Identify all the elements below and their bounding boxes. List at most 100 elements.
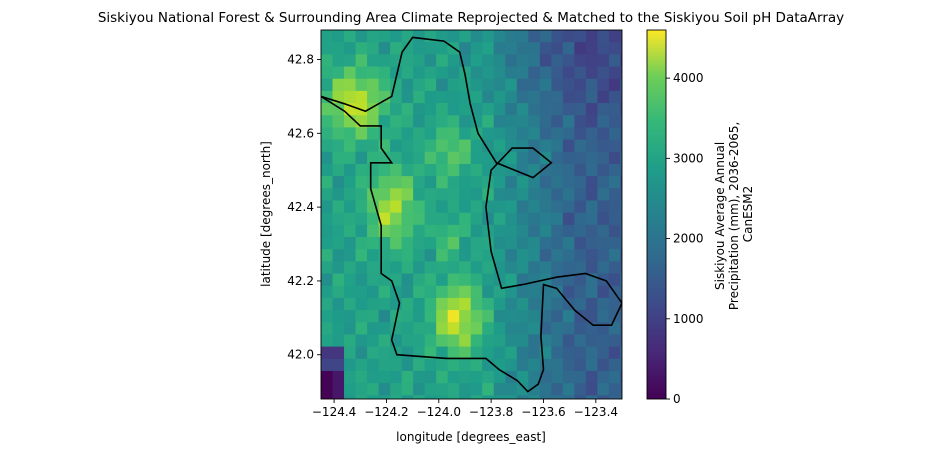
heatmap-cell-r23-c16 [505,310,517,323]
heatmap-cell-r5-c16 [505,91,517,104]
heatmap-cell-r11-c0 [321,164,333,177]
heatmap-cell-r14-c0 [321,200,333,213]
x-tick-label: −124.0 [417,405,461,419]
heatmap-cell-r24-c3 [356,322,368,335]
heatmap-cell-r3-c1 [333,67,345,80]
heatmap-cell-r17-c13 [471,237,483,250]
heatmap-cell-r11-c21 [563,164,575,177]
heatmap-cell-r14-c25 [609,200,621,213]
heatmap-cell-r8-c15 [494,127,506,140]
heatmap-cell-r21-c23 [586,286,598,299]
heatmap-cell-r3-c9 [425,67,437,80]
heatmap-cell-r15-c7 [402,213,414,226]
heatmap-cell-r12-c9 [425,176,437,189]
heatmap-cell-r12-c12 [459,176,471,189]
heatmap-cell-r24-c13 [471,322,483,335]
heatmap-cell-r19-c6 [390,261,402,274]
heatmap-cell-r29-c23 [586,383,598,396]
heatmap-cell-r4-c13 [471,79,483,92]
heatmap-cell-r28-c23 [586,371,598,384]
heatmap-cell-r12-c16 [505,176,517,189]
heatmap-cell-r2-c19 [540,54,552,67]
heatmap-cell-r1-c25 [609,42,621,55]
heatmap-cell-r8-c25 [609,127,621,140]
heatmap-cell-r5-c25 [609,91,621,104]
heatmap-cell-r15-c6 [390,213,402,226]
heatmap-cell-r26-c7 [402,347,414,360]
heatmap-cell-r25-c13 [471,334,483,347]
heatmap-cell-r24-c8 [413,322,425,335]
heatmap-cell-r14-c9 [425,200,437,213]
heatmap-cell-r14-c12 [459,200,471,213]
heatmap-cell-r22-c2 [344,298,356,311]
heatmap-cell-r4-c8 [413,79,425,92]
heatmap-cell-r21-c4 [367,286,379,299]
heatmap-cell-r28-c11 [448,371,460,384]
heatmap-cell-r21-c14 [482,286,494,299]
y-tick-label: 42.8 [287,53,314,67]
heatmap-cell-r12-c1 [333,176,345,189]
heatmap-cell-r2-c15 [494,54,506,67]
heatmap-cell-r8-c16 [505,127,517,140]
heatmap-cell-r19-c9 [425,261,437,274]
heatmap-cell-r27-c17 [517,359,529,372]
heatmap-cell-r18-c17 [517,249,529,262]
heatmap-cell-r29-c20 [551,383,563,396]
heatmap-cell-r26-c22 [574,347,586,360]
heatmap-cell-r5-c7 [402,91,414,104]
heatmap-cell-r17-c4 [367,237,379,250]
heatmap-cell-r13-c20 [551,188,563,201]
heatmap-cell-r23-c10 [436,310,448,323]
heatmap-cell-r21-c13 [471,286,483,299]
heatmap-cell-r3-c14 [482,67,494,80]
heatmap-cell-r10-c18 [528,152,540,165]
heatmap-cell-r28-c22 [574,371,586,384]
heatmap-cell-r3-c24 [597,67,609,80]
heatmap-cell-r13-c7 [402,188,414,201]
heatmap-cell-r11-c23 [586,164,598,177]
heatmap-cell-r4-c0 [321,79,333,92]
heatmap-cell-r4-c12 [459,79,471,92]
heatmap-cell-r1-c18 [528,42,540,55]
heatmap-cell-r13-c11 [448,188,460,201]
heatmap-cell-r18-c0 [321,249,333,262]
heatmap-cell-r13-c3 [356,188,368,201]
heatmap-cell-r2-c4 [367,54,379,67]
heatmap-cell-r10-c13 [471,152,483,165]
heatmap-cell-r11-c5 [379,164,391,177]
heatmap-cell-r24-c4 [367,322,379,335]
heatmap-cell-r16-c6 [390,225,402,238]
colorbar-tick-label: 0 [673,392,681,406]
heatmap-cell-r5-c9 [425,91,437,104]
heatmap-cell-r12-c17 [517,176,529,189]
heatmap-cell-r12-c13 [471,176,483,189]
heatmap-cell-r16-c13 [471,225,483,238]
heatmap-cell-r2-c8 [413,54,425,67]
heatmap-cell-r6-c19 [540,103,552,116]
heatmap-cell-r7-c6 [390,115,402,128]
heatmap-cell-r24-c16 [505,322,517,335]
heatmap-cell-r6-c23 [586,103,598,116]
heatmap-cell-r6-c16 [505,103,517,116]
heatmap-cell-r21-c24 [597,286,609,299]
heatmap-cell-r19-c13 [471,261,483,274]
heatmap-cell-r24-c18 [528,322,540,335]
heatmap-cell-r13-c1 [333,188,345,201]
heatmap-cell-r7-c25 [609,115,621,128]
heatmap-cell-r10-c0 [321,152,333,165]
heatmap-cell-r7-c7 [402,115,414,128]
heatmap-cell-r25-c1 [333,334,345,347]
colorbar-ticks: 0 1000 2000 3000 4000 [666,71,704,406]
heatmap-cell-r23-c1 [333,310,345,323]
heatmap-cell-r2-c24 [597,54,609,67]
heatmap-cell-r23-c15 [494,310,506,323]
heatmap-cell-r28-c7 [402,371,414,384]
heatmap-cell-r28-c10 [436,371,448,384]
heatmap-cell-r4-c3 [356,79,368,92]
heatmap-cell-r6-c12 [459,103,471,116]
heatmap-cell-r27-c13 [471,359,483,372]
heatmap-cell-r25-c20 [551,334,563,347]
heatmap-cell-r24-c6 [390,322,402,335]
heatmap-cell-r9-c19 [540,140,552,153]
